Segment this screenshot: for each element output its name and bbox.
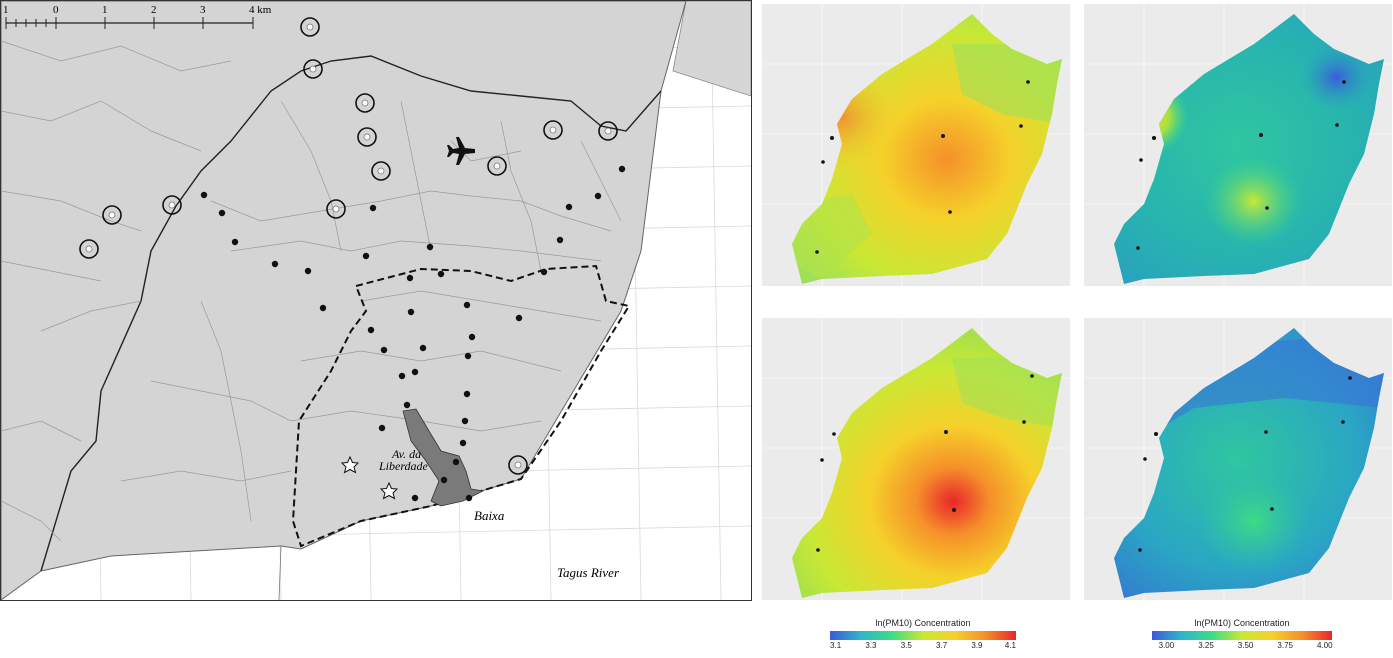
- legend-right-colorbar: [1152, 631, 1332, 640]
- legend-left-tick: 3.5: [900, 641, 912, 650]
- label-av-da: Av. da: [391, 447, 421, 461]
- heatmap-3: [762, 318, 1070, 600]
- legend-right-tick: 3.25: [1198, 641, 1214, 650]
- legend-right-tick: 4.00: [1317, 641, 1333, 650]
- heatmap-panel-2: [1084, 4, 1392, 286]
- legend-right-ticks: 3.00 3.25 3.50 3.75 4.00: [1152, 641, 1333, 653]
- station-ring: [300, 17, 320, 37]
- heatmap-1: [762, 4, 1070, 286]
- star-icon: [379, 481, 399, 500]
- legend-left-tick: 3.3: [865, 641, 877, 650]
- scale-label-neg1: 1: [3, 4, 9, 16]
- airplane-icon: [447, 137, 475, 165]
- station-ring: [371, 161, 391, 181]
- legend-left-tick: 3.9: [971, 641, 983, 650]
- lisbon-municipality: [0, 0, 687, 601]
- avenida-baixa-area: [402, 408, 485, 507]
- legend-left: ln(PM10) Concentration 3.1 3.3 3.5 3.7 3…: [830, 618, 1016, 653]
- star-icon: [340, 455, 360, 474]
- heatmap-panel-4: [1084, 318, 1392, 600]
- scale-label-0: 0: [53, 4, 59, 16]
- scale-bar: [5, 17, 254, 29]
- scale-label-2: 2: [151, 4, 157, 16]
- heatmap-2: [1084, 4, 1392, 286]
- legend-right-title: ln(PM10) Concentration: [1194, 618, 1290, 628]
- station-ring: [162, 195, 182, 215]
- heatmap-4: [1084, 318, 1392, 600]
- legend-left-tick: 4.1: [1004, 641, 1016, 650]
- scale-label-1: 1: [102, 4, 108, 16]
- label-liberdade: Liberdade: [378, 459, 429, 473]
- station-ring: [508, 455, 528, 475]
- station-ring: [102, 205, 122, 225]
- legend-right-tick: 3.50: [1237, 641, 1254, 650]
- legend-left-tick: 3.7: [936, 641, 948, 650]
- heatmap-panel-1: [762, 4, 1070, 286]
- legend-right: ln(PM10) Concentration 3.00 3.25 3.50 3.…: [1152, 618, 1333, 653]
- legend-right-tick: 3.00: [1158, 641, 1175, 650]
- study-area-boundary: [291, 264, 631, 548]
- municipality-boundary: [40, 55, 662, 572]
- coast-line: [278, 545, 282, 601]
- legend-left-title: ln(PM10) Concentration: [875, 618, 971, 628]
- station-ring: [598, 121, 618, 141]
- station-ring: [303, 59, 323, 79]
- station-ring: [326, 199, 346, 219]
- study-area-map-svg: 1 0 1 2 3 4 km: [0, 0, 752, 601]
- scale-label-3: 3: [200, 4, 206, 16]
- legend-left-ticks: 3.1 3.3 3.5 3.7 3.9 4.1: [830, 641, 1016, 653]
- sampling-points: [200, 165, 626, 502]
- label-tagus-river: Tagus River: [557, 565, 620, 580]
- heatmap-panel-3: [762, 318, 1070, 600]
- study-area-map: 1 0 1 2 3 4 km: [0, 0, 752, 601]
- station-ring: [357, 127, 377, 147]
- label-baixa: Baixa: [474, 508, 505, 523]
- legend-right-tick: 3.75: [1277, 641, 1293, 650]
- station-ring: [543, 120, 563, 140]
- legend-left-tick: 3.1: [830, 641, 842, 650]
- legend-left-colorbar: [830, 631, 1016, 640]
- monitoring-stations: [79, 17, 618, 475]
- station-ring: [487, 156, 507, 176]
- station-ring: [355, 93, 375, 113]
- station-ring: [79, 239, 99, 259]
- scale-label-4km: 4 km: [249, 4, 272, 16]
